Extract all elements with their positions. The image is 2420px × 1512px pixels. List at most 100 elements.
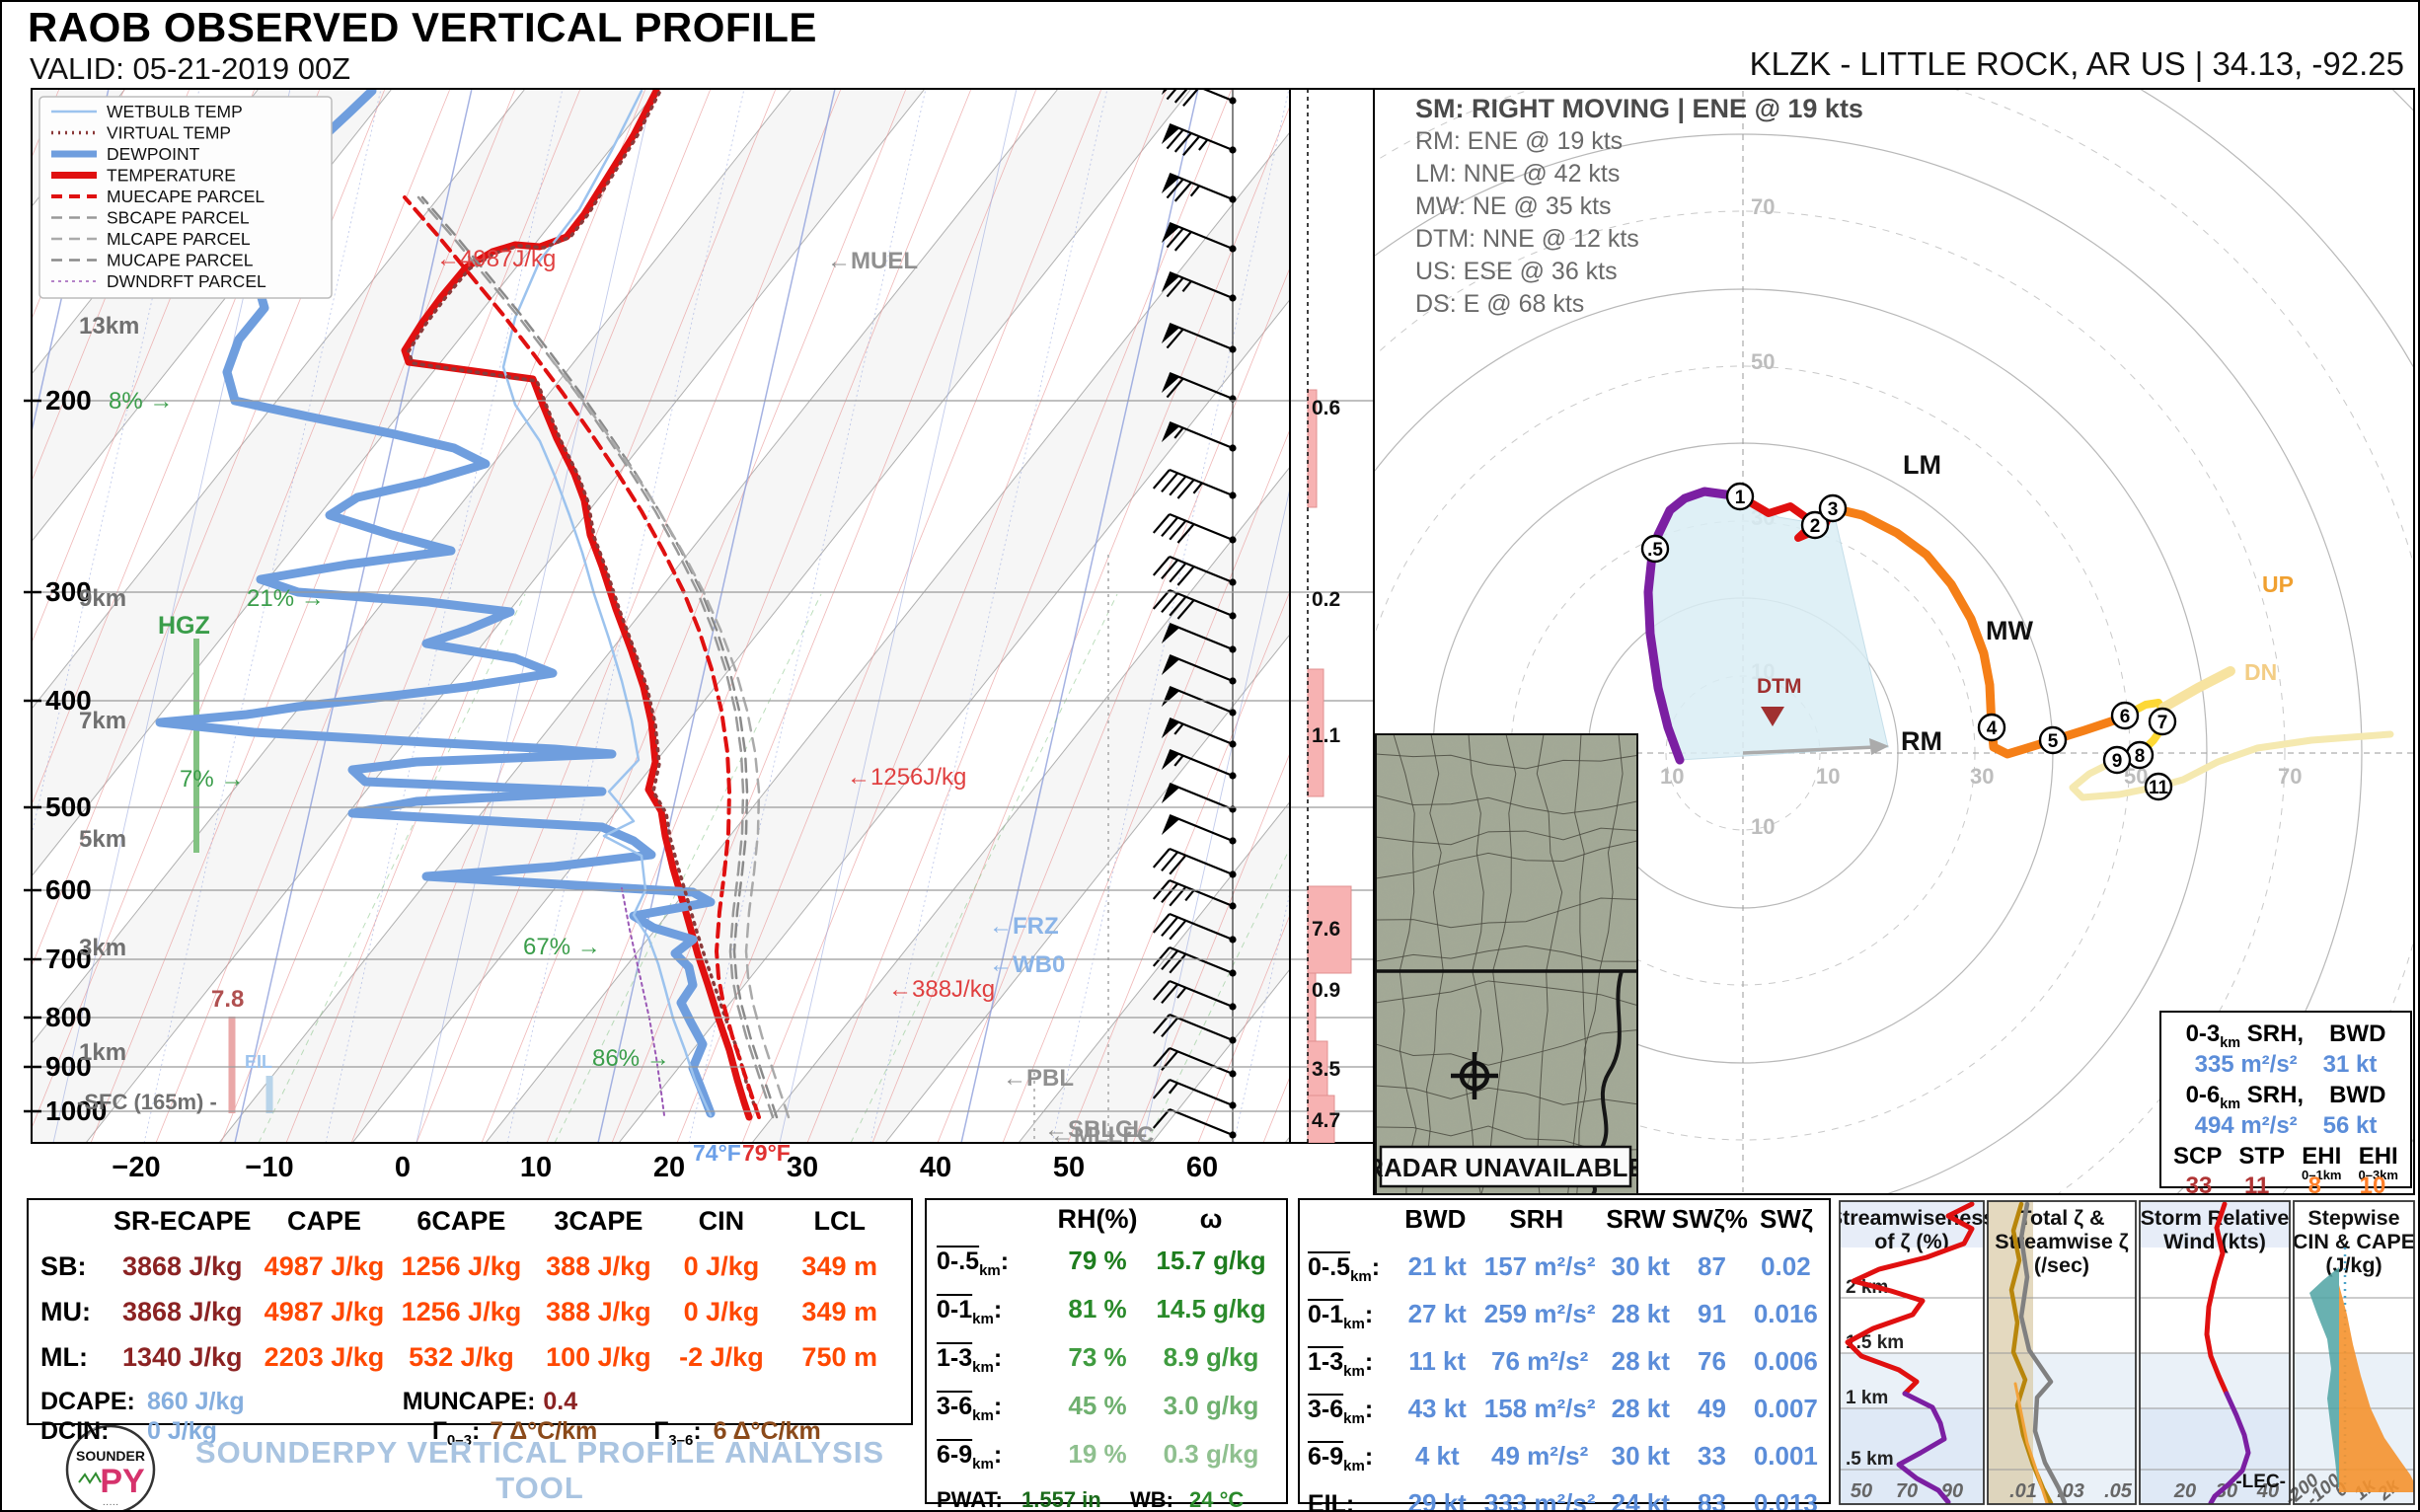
mini-x-tick: 40	[2256, 1480, 2279, 1502]
mini-curve-streamwiseness_red	[1845, 1201, 1975, 1397]
kinematics-cell: 0.02	[1761, 1251, 1811, 1281]
srh-rows: 0-3km SRH, BWD 335 m²/s² 31 kt 0-6km SRH, BWD…	[2167, 1021, 2404, 1143]
omega-value: 0.9	[1312, 979, 1340, 1002]
wb-label: WB:	[1130, 1487, 1173, 1512]
thermo-table: SR-ECAPE CAPE 6CAPE 3CAPE CIN LCL SB: 3868 J/k…	[27, 1198, 913, 1449]
svg-text:.5: .5	[1647, 540, 1663, 561]
omega-value: 0.6	[1312, 397, 1340, 419]
srh-label-row: 0-6km SRH, BWD	[2185, 1082, 2386, 1112]
svg-text:MUCAPE PARCEL: MUCAPE PARCEL	[107, 251, 254, 270]
omega-value: 3.5	[1312, 1058, 1341, 1081]
svg-text:PY: PY	[100, 1463, 145, 1500]
index-header: SCP	[2173, 1143, 2223, 1170]
pressure-label: 600	[45, 874, 92, 905]
svg-text:6: 6	[2120, 707, 2131, 727]
index-value: 33	[2185, 1172, 2213, 1199]
kinematics-row: 1-3km: 11 kt 76 m²/s² 28 kt 76 0.006	[1308, 1346, 1825, 1394]
svg-text:←FRZ: ←FRZ	[989, 913, 1059, 940]
thermo-header: LCL	[813, 1206, 866, 1236]
storm-motion-line: DS: E @ 68 kts	[1415, 290, 1585, 318]
dcin-label: DCIN:	[40, 1417, 110, 1445]
radar-inset: RADAR UNAVAILABLE	[1376, 734, 1637, 1194]
pressure-label: 400	[45, 685, 92, 716]
thermo-cell: 349 m	[801, 1251, 877, 1281]
height-marker	[1800, 510, 1830, 540]
ring-label: 50	[1751, 349, 1775, 374]
storm-motion-line: MW: NE @ 35 kts	[1415, 192, 1612, 220]
kinematics-row: 6-9km: 4 kt 49 m²/s² 30 kt 33 0.001	[1308, 1441, 1825, 1488]
mini-panel-title: (/sec)	[2034, 1253, 2089, 1277]
dcin-row: DCIN: 0 J/kg Γ0–3: 7 Δ°C/km Γ3–6: 6 Δ°C/…	[40, 1417, 901, 1449]
svg-text:VIRTUAL TEMP: VIRTUAL TEMP	[107, 123, 231, 143]
height-marker	[1725, 482, 1755, 511]
moisture-row: 0-.5km: 79 % 15.7 g/kg	[937, 1246, 1278, 1294]
pressure-label: 1000	[45, 1096, 107, 1126]
valid-timestamp: VALID: 05-21-2019 00Z	[30, 51, 351, 86]
moisture-row: 0-1km: 81 % 14.5 g/kg	[937, 1294, 1278, 1342]
kinematics-cell: 76	[1698, 1346, 1726, 1376]
kinematics-cell: 333 m²/s²	[1483, 1488, 1596, 1512]
muncape-value: 0.4	[543, 1388, 578, 1415]
kinematics-cell: 30 kt	[1611, 1251, 1670, 1281]
thermo-cell: 1340 J/kg	[121, 1342, 243, 1372]
mini-panel-title: of ζ (%)	[1874, 1230, 1949, 1253]
mini-x-tick: .05	[2104, 1480, 2133, 1502]
kinematics-cell: 0.007	[1753, 1394, 1818, 1423]
mini-x-tick: 20	[2173, 1480, 2196, 1502]
svg-text:5: 5	[2048, 731, 2059, 752]
svg-text:←MLLFC: ←MLLFC	[1050, 1122, 1154, 1149]
kinematics-cell: 33	[1698, 1441, 1726, 1471]
thermo-cell: 750 m	[801, 1342, 877, 1372]
pressure-label: 500	[45, 792, 92, 822]
svg-text:11: 11	[2149, 778, 2169, 798]
mini-panel-title: Stepwise	[2307, 1206, 2399, 1230]
svg-text:8% →: 8% →	[109, 388, 173, 415]
thermo-cell: 0 J/kg	[683, 1297, 760, 1326]
ring-label: 70	[1751, 194, 1775, 219]
temp-axis-tick: 50	[1053, 1152, 1085, 1183]
kinematics-cell: 30 kt	[1611, 1441, 1670, 1471]
mini-panel-title: Wind (kts)	[2163, 1230, 2266, 1253]
height-label: 3km	[79, 935, 126, 961]
ring-label: 10	[1660, 764, 1684, 789]
kinematics-cell: 21 kt	[1407, 1251, 1467, 1281]
kinematics-row: EIL: 29 kt 333 m²/s² 24 kt 83 0.013	[1308, 1488, 1825, 1512]
svg-text:3: 3	[1828, 499, 1839, 520]
storm-motion-lines: RM: ENE @ 19 kts LM: NNE @ 42 kts MW: NE @…	[1415, 125, 1863, 321]
srh-value: 494 m²/s²	[2194, 1112, 2298, 1139]
temp-axis-tick: 0	[395, 1152, 411, 1183]
omega-inset: 0.6 0.2 1.1 7.6 0.9 3.5 4.7	[1307, 89, 1352, 1143]
omega-value: 0.2	[1312, 588, 1340, 611]
height-marker	[2144, 772, 2173, 801]
kinematics-cell: 43 kt	[1407, 1394, 1467, 1423]
ring-label: 70	[2278, 764, 2302, 789]
srh-area-fill	[1647, 490, 1889, 761]
lapse-rate-3-6-value: 6 Δ°C/km	[713, 1417, 821, 1445]
lec-label: -LEC-	[2235, 1472, 2286, 1492]
svg-text:←SBLCL: ←SBLCL	[1044, 1116, 1147, 1143]
hodo-label-LM: LM	[1903, 450, 1941, 480]
thermo-cell: 388 J/kg	[546, 1297, 651, 1326]
svg-text:DWNDRFT PARCEL: DWNDRFT PARCEL	[107, 271, 266, 291]
thermo-row: MU: 3868 J/kg 4987 J/kg 1256 J/kg 388 J/kg 0 …	[40, 1297, 901, 1342]
svg-text:←4987J/kg: ←4987J/kg	[436, 246, 556, 272]
mini-y-label: 1 km	[1846, 1388, 1888, 1408]
thermo-cell: -2 J/kg	[679, 1342, 764, 1372]
surface-label: -SFC (165m) -	[77, 1090, 217, 1114]
svg-text:67% →: 67% →	[523, 934, 601, 960]
temp-axis-tick: 60	[1186, 1152, 1218, 1183]
svg-text:←WB0: ←WB0	[989, 951, 1065, 978]
pressure-label: 300	[45, 576, 92, 607]
srh-bwd-box: 0-3km SRH, BWD 335 m²/s² 31 kt 0-6km SRH, BWD…	[2159, 1011, 2412, 1199]
height-marker	[1640, 534, 1670, 564]
svg-text:←PBL: ←PBL	[1003, 1065, 1074, 1092]
mini-panel-title: CIN & CAPE	[2293, 1230, 2415, 1253]
moisture-row: 3-6km: 45 % 3.0 g/kg	[937, 1391, 1278, 1439]
muncape-label: MUNCAPE:	[402, 1388, 536, 1415]
pwat-label: PWAT:	[937, 1487, 1003, 1512]
hodo-label-UP: UP	[2262, 571, 2294, 597]
profile-dwndrft_parcel	[621, 887, 665, 1116]
height-label: 13km	[79, 313, 139, 340]
storm-motion-text-block: SM: RIGHT MOVING | ENE @ 19 kts RM: ENE …	[1415, 93, 1863, 321]
svg-text:←1256J/kg: ←1256J/kg	[847, 764, 966, 791]
